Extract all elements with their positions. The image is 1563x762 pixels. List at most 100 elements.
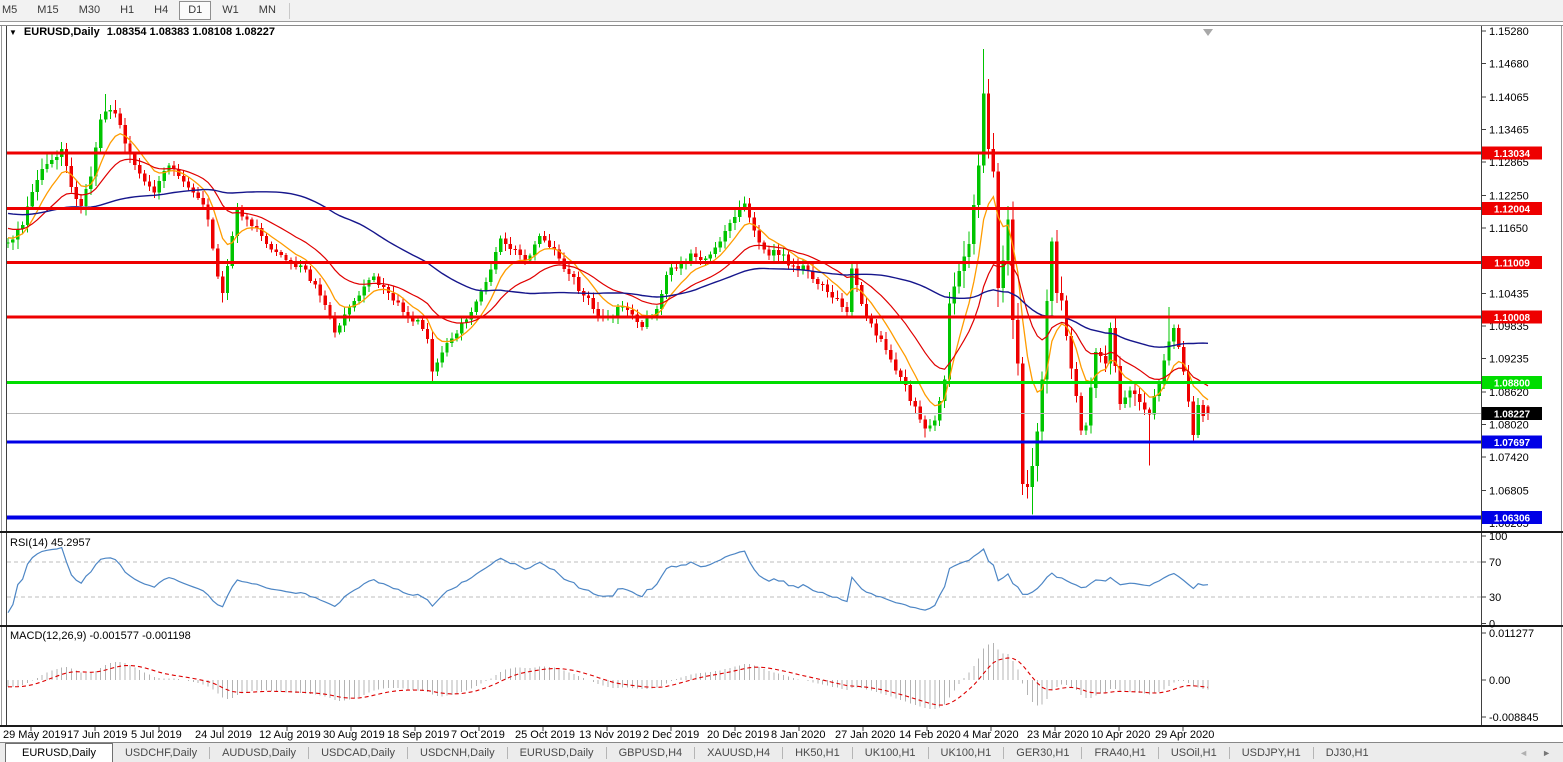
candle-body xyxy=(791,265,796,267)
chart-tab-usdchf-daily[interactable]: USDCHF,Daily xyxy=(124,746,198,759)
candle-body xyxy=(1133,390,1137,395)
candle-body xyxy=(528,255,532,261)
candle-body xyxy=(1172,328,1176,342)
candle-body xyxy=(1196,405,1200,435)
chart-tab-xauusd-h4[interactable]: XAUUSD,H4 xyxy=(707,746,771,759)
candle-body xyxy=(786,254,791,266)
candle-body xyxy=(294,263,298,267)
candle-body xyxy=(616,307,620,318)
timeframe-button-m15[interactable]: M15 xyxy=(37,4,59,16)
candle-body xyxy=(94,147,98,177)
candle-body xyxy=(435,362,439,372)
candle-body xyxy=(245,216,249,220)
date-label: 30 Aug 2019 xyxy=(323,729,385,741)
chart-tab-hk50-h1[interactable]: HK50,H1 xyxy=(795,746,840,759)
level-price-badge-label: 1.13034 xyxy=(1494,149,1531,160)
panel-divider-rsi-macd[interactable] xyxy=(0,625,1563,627)
candle-body xyxy=(952,286,956,304)
candle-body xyxy=(420,320,425,329)
tab-separator xyxy=(506,746,508,759)
panel-divider-main-rsi[interactable] xyxy=(0,531,1563,533)
chart-tab-usdcnh-daily[interactable]: USDCNH,Daily xyxy=(420,746,495,759)
candle-body xyxy=(69,165,74,188)
macd-panel-canvas[interactable] xyxy=(7,627,1481,725)
candle-body xyxy=(333,317,337,333)
timeframe-button-h4[interactable]: H4 xyxy=(154,4,169,16)
candle-body xyxy=(655,309,659,317)
chart-area[interactable]: 1.15280 1.14680 1.14065 1.13465 1.12865 1.122… xyxy=(0,22,1563,742)
time-axis[interactable]: 29 May 2019 17 Jun 2019 5 Jul 2019 24 Jul 2… xyxy=(3,727,1214,741)
candle-body xyxy=(816,279,820,284)
chart-tab-audusd-daily[interactable]: AUDUSD,Daily xyxy=(222,746,297,759)
candle-body xyxy=(108,110,113,112)
timeframe-button-m5[interactable]: M5 xyxy=(2,4,18,16)
candle-body xyxy=(84,189,88,207)
chart-tab-dj30-h1[interactable]: DJ30,H1 xyxy=(1325,746,1369,759)
chart-tab-usdjpy-h1[interactable]: USDJPY,H1 xyxy=(1241,746,1301,759)
macd-axis-label: -0.008845 xyxy=(1489,712,1539,724)
chart-symbol-label: EURUSD,Daily xyxy=(23,26,100,38)
candle-body xyxy=(455,333,459,339)
candle-body xyxy=(742,203,747,208)
candle-body xyxy=(869,317,874,324)
candle-body xyxy=(967,244,971,257)
candle-body xyxy=(1167,341,1171,361)
candle-body xyxy=(923,419,927,429)
candle-body xyxy=(996,171,1000,288)
symbol-tab-bar: EURUSD,Daily USDCHF,Daily AUDUSD,Daily USDC… xyxy=(0,742,1563,762)
chart-tab-eurusd-daily[interactable]: EURUSD,Daily xyxy=(5,743,113,762)
tab-separator xyxy=(927,746,929,759)
candle-body xyxy=(1094,352,1098,388)
chart-tab-ger30-h1[interactable]: GER30,H1 xyxy=(1016,746,1070,759)
candle-body xyxy=(533,244,537,256)
timeframe-button-w1[interactable]: W1 xyxy=(222,4,239,16)
chart-tab-fra40-h1[interactable]: FRA40,H1 xyxy=(1094,746,1146,759)
chart-tab-eurusd-daily[interactable]: EURUSD,Daily xyxy=(519,746,594,759)
candle-body xyxy=(284,255,288,260)
date-label: 12 Aug 2019 xyxy=(259,729,321,741)
candle-body xyxy=(625,306,630,310)
chart-dropdown-icon[interactable]: ▼ xyxy=(9,27,17,37)
candle-body xyxy=(474,301,478,312)
candle-body xyxy=(1060,292,1064,301)
candle-body xyxy=(1177,328,1181,348)
macd-signal-line xyxy=(8,657,1209,706)
timeframe-button-d1[interactable]: D1 xyxy=(179,1,212,20)
chart-tab-usdcad-daily[interactable]: USDCAD,Daily xyxy=(321,746,396,759)
candle-body xyxy=(728,223,732,231)
candle-body xyxy=(1020,363,1025,485)
candle-body xyxy=(899,370,903,377)
chart-tab-uk100-h1[interactable]: UK100,H1 xyxy=(940,746,992,759)
candle-body xyxy=(547,240,552,247)
candle-body xyxy=(1157,382,1161,396)
macd-axis-label: 0.00 xyxy=(1489,675,1510,687)
price-axis-label: 1.07420 xyxy=(1489,452,1529,464)
tab-separator xyxy=(782,746,784,759)
candle-body xyxy=(591,298,596,310)
chart-tab-gbpusd-h4[interactable]: GBPUSD,H4 xyxy=(618,746,683,759)
timeframe-button-h1[interactable]: H1 xyxy=(120,4,135,16)
price-axis[interactable]: 1.15280 1.14680 1.14065 1.13465 1.12865 1.122… xyxy=(1481,26,1539,724)
candle-body xyxy=(1006,219,1010,261)
timeframe-button-mn[interactable]: MN xyxy=(258,4,276,16)
tab-scroll-right-icon[interactable]: ► xyxy=(1542,747,1551,758)
macd-histogram xyxy=(7,643,1209,709)
tab-scroll-left-icon[interactable]: ◄ xyxy=(1519,747,1529,758)
chart-tab-uk100-h1[interactable]: UK100,H1 xyxy=(864,746,916,759)
rsi-panel-canvas[interactable] xyxy=(7,533,1481,625)
date-label: 29 Apr 2020 xyxy=(1155,729,1214,741)
chart-shift-marker-icon[interactable] xyxy=(1203,29,1213,36)
candle-body xyxy=(1055,241,1059,293)
date-label: 27 Jan 2020 xyxy=(835,729,896,741)
timeframe-button-m30[interactable]: M30 xyxy=(78,4,101,16)
candle-body xyxy=(981,93,986,166)
level-price-badge xyxy=(1482,375,1542,389)
candle-body xyxy=(884,338,888,350)
price-axis-label: 1.06805 xyxy=(1489,485,1529,497)
chart-tab-usoil-h1[interactable]: USOil,H1 xyxy=(1170,746,1217,759)
candle-body xyxy=(181,175,186,182)
candle-body xyxy=(723,230,727,242)
level-price-badge-label: 1.08800 xyxy=(1494,378,1531,389)
tab-separator xyxy=(1157,746,1159,759)
candle-body xyxy=(620,306,625,308)
